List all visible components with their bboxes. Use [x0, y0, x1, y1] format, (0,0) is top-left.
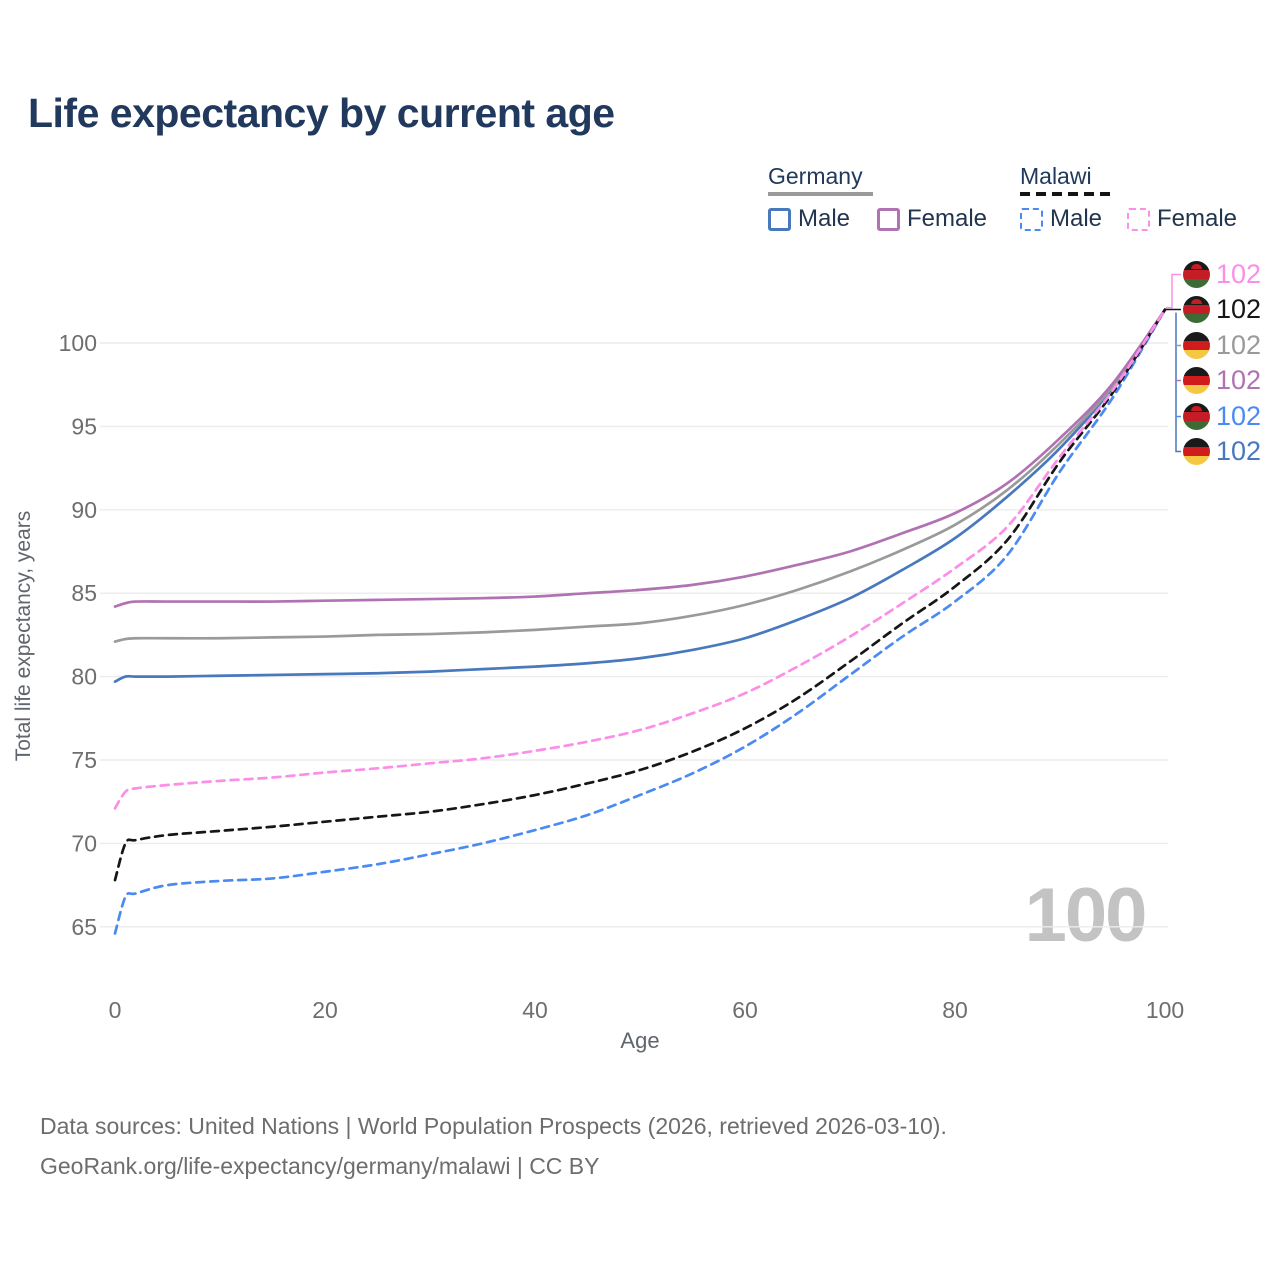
legend-solid-line-sample [768, 192, 873, 196]
legend-group-germany: Germany [768, 163, 863, 189]
footer: Data sources: United Nations | World Pop… [40, 1106, 947, 1186]
end-label-connector [1175, 312, 1181, 453]
y-tick-label: 90 [71, 497, 97, 523]
end-label-row: 102 [1183, 260, 1261, 290]
malawi-sun [1191, 264, 1202, 269]
germany-flag-icon [1183, 438, 1210, 465]
end-label-row: 102 [1183, 366, 1261, 396]
malawi-flag-icon [1183, 403, 1210, 430]
footer-datasource: Data sources: United Nations | World Pop… [40, 1113, 947, 1139]
legend-dashed-line-sample [1020, 192, 1112, 196]
legend-swatch [1127, 207, 1150, 231]
series-line-malawi-female [113, 308, 1167, 810]
end-value: 102 [1216, 330, 1262, 360]
end-value: 102 [1216, 259, 1262, 289]
y-tick-label: 70 [71, 830, 97, 856]
y-tick-label: 80 [71, 664, 97, 690]
legend-item-label: Female [907, 205, 988, 232]
y-tick-label: 85 [71, 580, 97, 606]
malawi-flag-icon [1183, 261, 1210, 288]
germany-flag-icon [1183, 332, 1210, 359]
series-line-malawi [113, 308, 1167, 882]
end-value: 102 [1216, 365, 1262, 395]
series-line-germany-male [113, 308, 1167, 683]
malawi-sun [1191, 299, 1202, 304]
x-tick-label: 60 [732, 997, 758, 1023]
x-tick-label: 20 [312, 997, 338, 1023]
end-label-row: 102 [1183, 331, 1261, 361]
footer-attribution: GeoRank.org/life-expectancy/germany/mala… [40, 1153, 600, 1179]
current-age-indicator: 100 [1024, 873, 1148, 958]
legend-swatch [768, 207, 791, 231]
y-tick-label: 65 [71, 914, 97, 940]
malawi-sun [1191, 406, 1202, 411]
end-label-connector [1166, 273, 1181, 309]
end-label-row: 102 [1183, 402, 1261, 432]
legend-item-germany-male[interactable]: Male [768, 205, 850, 233]
legend-item-label: Male [1050, 205, 1103, 232]
page-title: Life expectancy by current age [28, 90, 615, 136]
series-line-germany-female [113, 308, 1167, 608]
malawi-flag-icon [1183, 296, 1210, 323]
legend-item-label: Male [798, 205, 851, 232]
y-tick-label: 75 [71, 747, 97, 773]
germany-flag-icon [1183, 367, 1210, 394]
legend-item-malawi-male[interactable]: Male [1020, 205, 1102, 233]
legend-swatch [1020, 207, 1043, 231]
y-tick-label: 100 [59, 330, 97, 356]
x-tick-label: 100 [1146, 997, 1184, 1023]
series-line-malawi-male [113, 308, 1167, 935]
x-tick-label: 0 [109, 997, 122, 1023]
y-axis-title: Total life expectancy, years [12, 510, 35, 762]
legend-item-germany-female[interactable]: Female [877, 205, 987, 233]
end-value: 102 [1216, 401, 1262, 431]
end-value: 102 [1216, 294, 1262, 324]
end-value: 102 [1216, 436, 1262, 466]
legend-item-label: Female [1157, 205, 1238, 232]
end-label-row: 102 [1183, 295, 1261, 325]
legend-item-malawi-female[interactable]: Female [1127, 205, 1237, 233]
x-tick-label: 40 [522, 997, 548, 1023]
end-label-row: 102 [1183, 437, 1261, 467]
series-line-germany [113, 308, 1167, 643]
legend-swatch [877, 207, 900, 231]
x-axis-title: Age [620, 1028, 660, 1053]
x-tick-label: 80 [942, 997, 968, 1023]
y-tick-label: 95 [71, 413, 97, 439]
legend-group-malawi: Malawi [1020, 163, 1092, 189]
